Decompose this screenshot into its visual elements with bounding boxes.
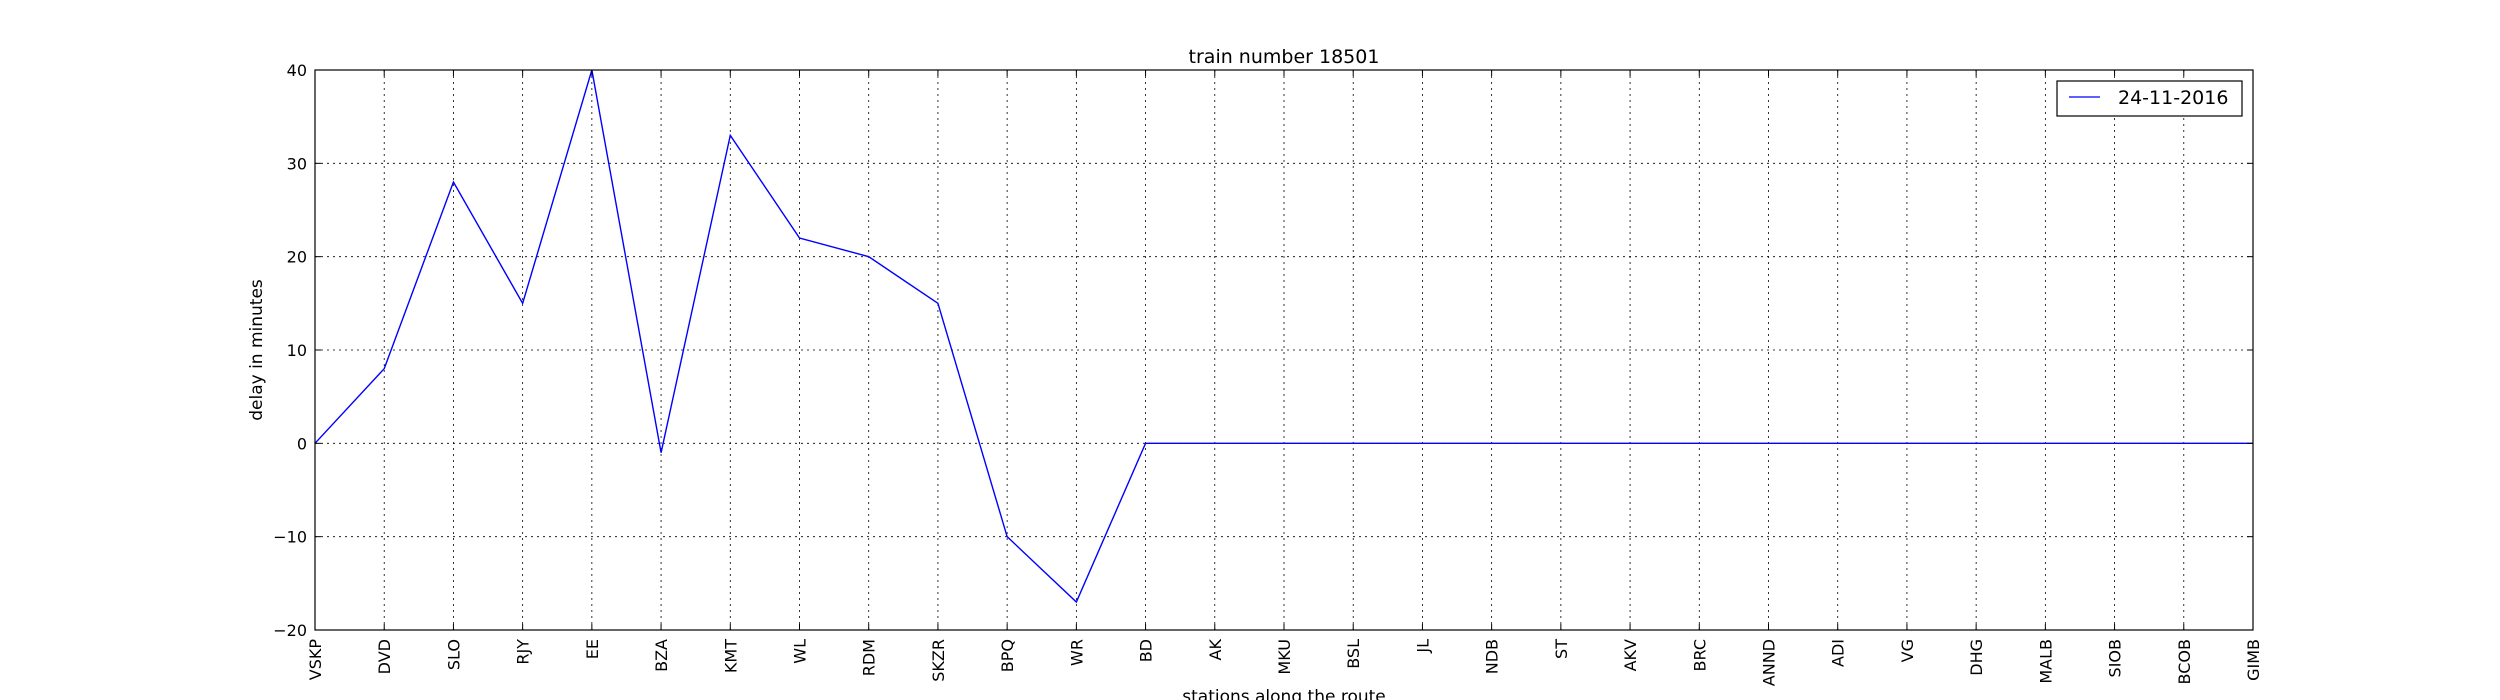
legend: 24-11-2016 (2056, 80, 2243, 117)
x-tick-label: RDM (860, 639, 879, 676)
x-tick-label: BPQ (998, 639, 1017, 672)
x-tick-label: MKU (1275, 639, 1294, 675)
legend-box (2056, 80, 2243, 117)
x-axis-title: stations along the route (1182, 687, 1386, 700)
x-tick-label: WL (791, 639, 810, 664)
y-tick-label: 10 (287, 341, 307, 360)
x-tick-label: KMT (721, 639, 740, 673)
x-tick-label: JL (1413, 639, 1432, 654)
x-tick-label: BRC (1690, 639, 1709, 671)
x-tick-label: NDB (1483, 639, 1502, 674)
chart-title: train number 18501 (1189, 46, 1380, 68)
x-tick-label: BCOB (2175, 639, 2194, 684)
x-tick-label: GIMB (2244, 639, 2263, 681)
series-layer (314, 69, 2253, 604)
y-axis-ticks: −20 −10 0 10 20 30 40 (273, 61, 2253, 640)
x-tick-label: BZA (652, 639, 671, 672)
x-tick-label: WR (1067, 639, 1086, 666)
x-tick-label: SKZR (929, 639, 948, 682)
y-tick-label: 40 (287, 61, 307, 80)
x-tick-label: ADI (1829, 639, 1848, 667)
x-tick-label: AK (1206, 638, 1225, 660)
x-tick-label: BSL (1344, 639, 1363, 669)
x-tick-label: MALB (2036, 639, 2055, 684)
x-tick-label: SIOB (2106, 639, 2125, 677)
y-tick-label: 0 (297, 434, 307, 453)
legend-label: 24-11-2016 (2118, 87, 2228, 109)
x-tick-label: DVD (375, 639, 394, 674)
x-tick-label: EE (583, 639, 602, 659)
y-tick-label: −20 (273, 621, 307, 640)
x-axis-ticks: VSKP DVD SLO RJY EE BZA KMT WL RDM SKZR BPQ WR BD AK M… (306, 70, 2263, 686)
x-tick-label: DHG (1967, 639, 1986, 676)
y-tick-label: −10 (273, 528, 307, 547)
x-tick-label: ANND (1760, 639, 1779, 686)
x-tick-label: VG (1898, 639, 1917, 662)
series-line-0 (314, 69, 2253, 604)
y-tick-label: 20 (287, 248, 307, 267)
y-axis-title: delay in minutes (247, 279, 267, 421)
grid-lines (314, 70, 2254, 630)
x-tick-label: BD (1137, 639, 1156, 662)
x-tick-label: AKV (1621, 639, 1640, 671)
x-tick-label: RJY (514, 639, 533, 665)
x-tick-label: VSKP (306, 639, 325, 681)
x-tick-label: SLO (444, 639, 463, 670)
y-tick-label: 30 (287, 154, 307, 173)
x-tick-label: ST (1552, 639, 1571, 659)
